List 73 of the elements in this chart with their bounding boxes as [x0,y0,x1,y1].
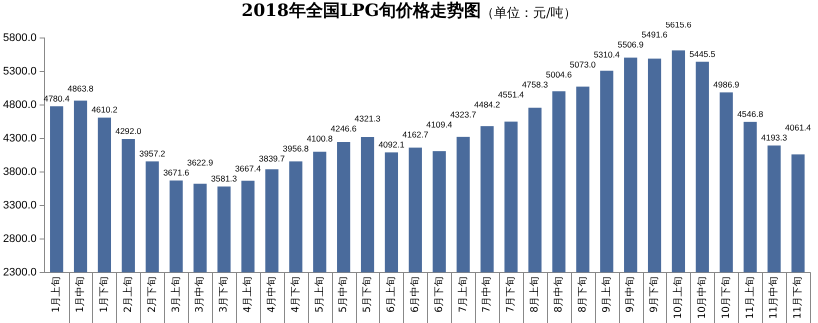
data-label: 4100.8 [306,134,333,144]
x-tick-label: 5月中旬 [337,276,350,313]
data-label: 3839.7 [258,154,286,164]
data-label: 5491.6 [642,29,668,40]
y-tick-label: 3300.0 [2,199,37,212]
x-tick-label: 7月下旬 [504,276,517,313]
x-tick-label: 6月下旬 [432,276,445,313]
data-label: 4246.6 [330,124,357,134]
data-label: 4780.4 [44,93,70,104]
x-tick-label: 10月上旬 [672,276,684,320]
data-label: 4323.7 [450,109,476,120]
x-tick-label: 1月中旬 [74,276,86,313]
data-label: 4061.4 [785,122,812,133]
x-tick-label: 8月中旬 [552,276,564,313]
data-label: 5073.0 [570,59,596,70]
data-label: 3957.2 [139,148,166,158]
x-tick-label: 9月下旬 [648,276,660,313]
data-label: 4986.9 [713,80,740,90]
x-tick-label: 3月上旬 [170,276,182,313]
data-label: 4193.3 [761,132,788,143]
data-label: 4092.1 [378,139,405,150]
x-tick-label: 3月中旬 [194,276,206,313]
x-tick-label: 11月下旬 [792,276,804,320]
data-label: 4758.3 [522,79,548,90]
data-label: 3667.4 [234,164,262,174]
data-label: 5310.4 [594,49,620,60]
y-tick-label: 4300.0 [2,132,37,144]
chart-subtitle: （单位：元/吨） [481,5,576,22]
x-tick-label: 6月上旬 [385,276,398,313]
y-tick-label: 5300.0 [2,66,37,78]
x-tick-label: 4月中旬 [265,276,278,313]
data-label: 4109.4 [426,119,453,130]
data-label: 3622.9 [187,158,214,168]
y-tick-label: 4800.0 [2,98,37,111]
data-label: 3671.6 [163,168,190,178]
x-tick-label: 7月中旬 [480,276,493,313]
x-tick-label: 3月下旬 [218,276,230,313]
x-tick-label: 8月下旬 [576,276,588,313]
data-label: 4610.2 [91,104,118,115]
chart-title: 2018年全国LPG旬价格走势图 [242,0,482,22]
data-label: 4321.3 [354,114,381,124]
x-tick-label: 9月中旬 [624,276,636,313]
x-tick-label: 1月上旬 [50,276,62,313]
y-tick-label: 5800.0 [2,32,37,44]
data-label: 5445.5 [689,48,716,59]
data-label: 5506.9 [618,39,644,50]
x-tick-label: 5月上旬 [313,276,326,313]
data-label: 3581.3 [211,174,238,184]
x-tick-label: 2月下旬 [146,276,158,313]
x-tick-label: 11月上旬 [744,276,756,320]
x-tick-label: 9月上旬 [600,276,612,313]
data-label: 4292.0 [115,126,142,136]
x-tick-label: 10月下旬 [720,276,732,320]
x-tick-label: 11月中旬 [768,276,780,320]
x-tick-label: 10月中旬 [696,276,708,320]
x-tick-label: 8月上旬 [528,276,541,313]
data-label: 3956.8 [282,144,310,154]
data-label: 4162.7 [402,129,429,140]
data-label: 4546.8 [737,108,764,119]
x-tick-label: 5月下旬 [361,276,374,313]
y-tick-label: 3800.0 [2,166,37,178]
y-tick-label: 2300.0 [2,266,37,278]
data-label: 4551.4 [498,89,524,100]
x-tick-label: 1月下旬 [98,276,110,313]
data-label: 4863.8 [68,83,94,94]
data-label: 5004.6 [546,69,572,80]
x-tick-label: 6月中旬 [408,276,421,313]
y-tick-label: 2800.0 [2,232,37,245]
data-label: 4484.2 [474,99,500,110]
x-tick-label: 2月上旬 [122,276,134,313]
x-tick-label: 7月上旬 [456,276,469,313]
x-tick-label: 4月下旬 [289,276,302,313]
x-tick-label: 4月上旬 [242,276,254,313]
